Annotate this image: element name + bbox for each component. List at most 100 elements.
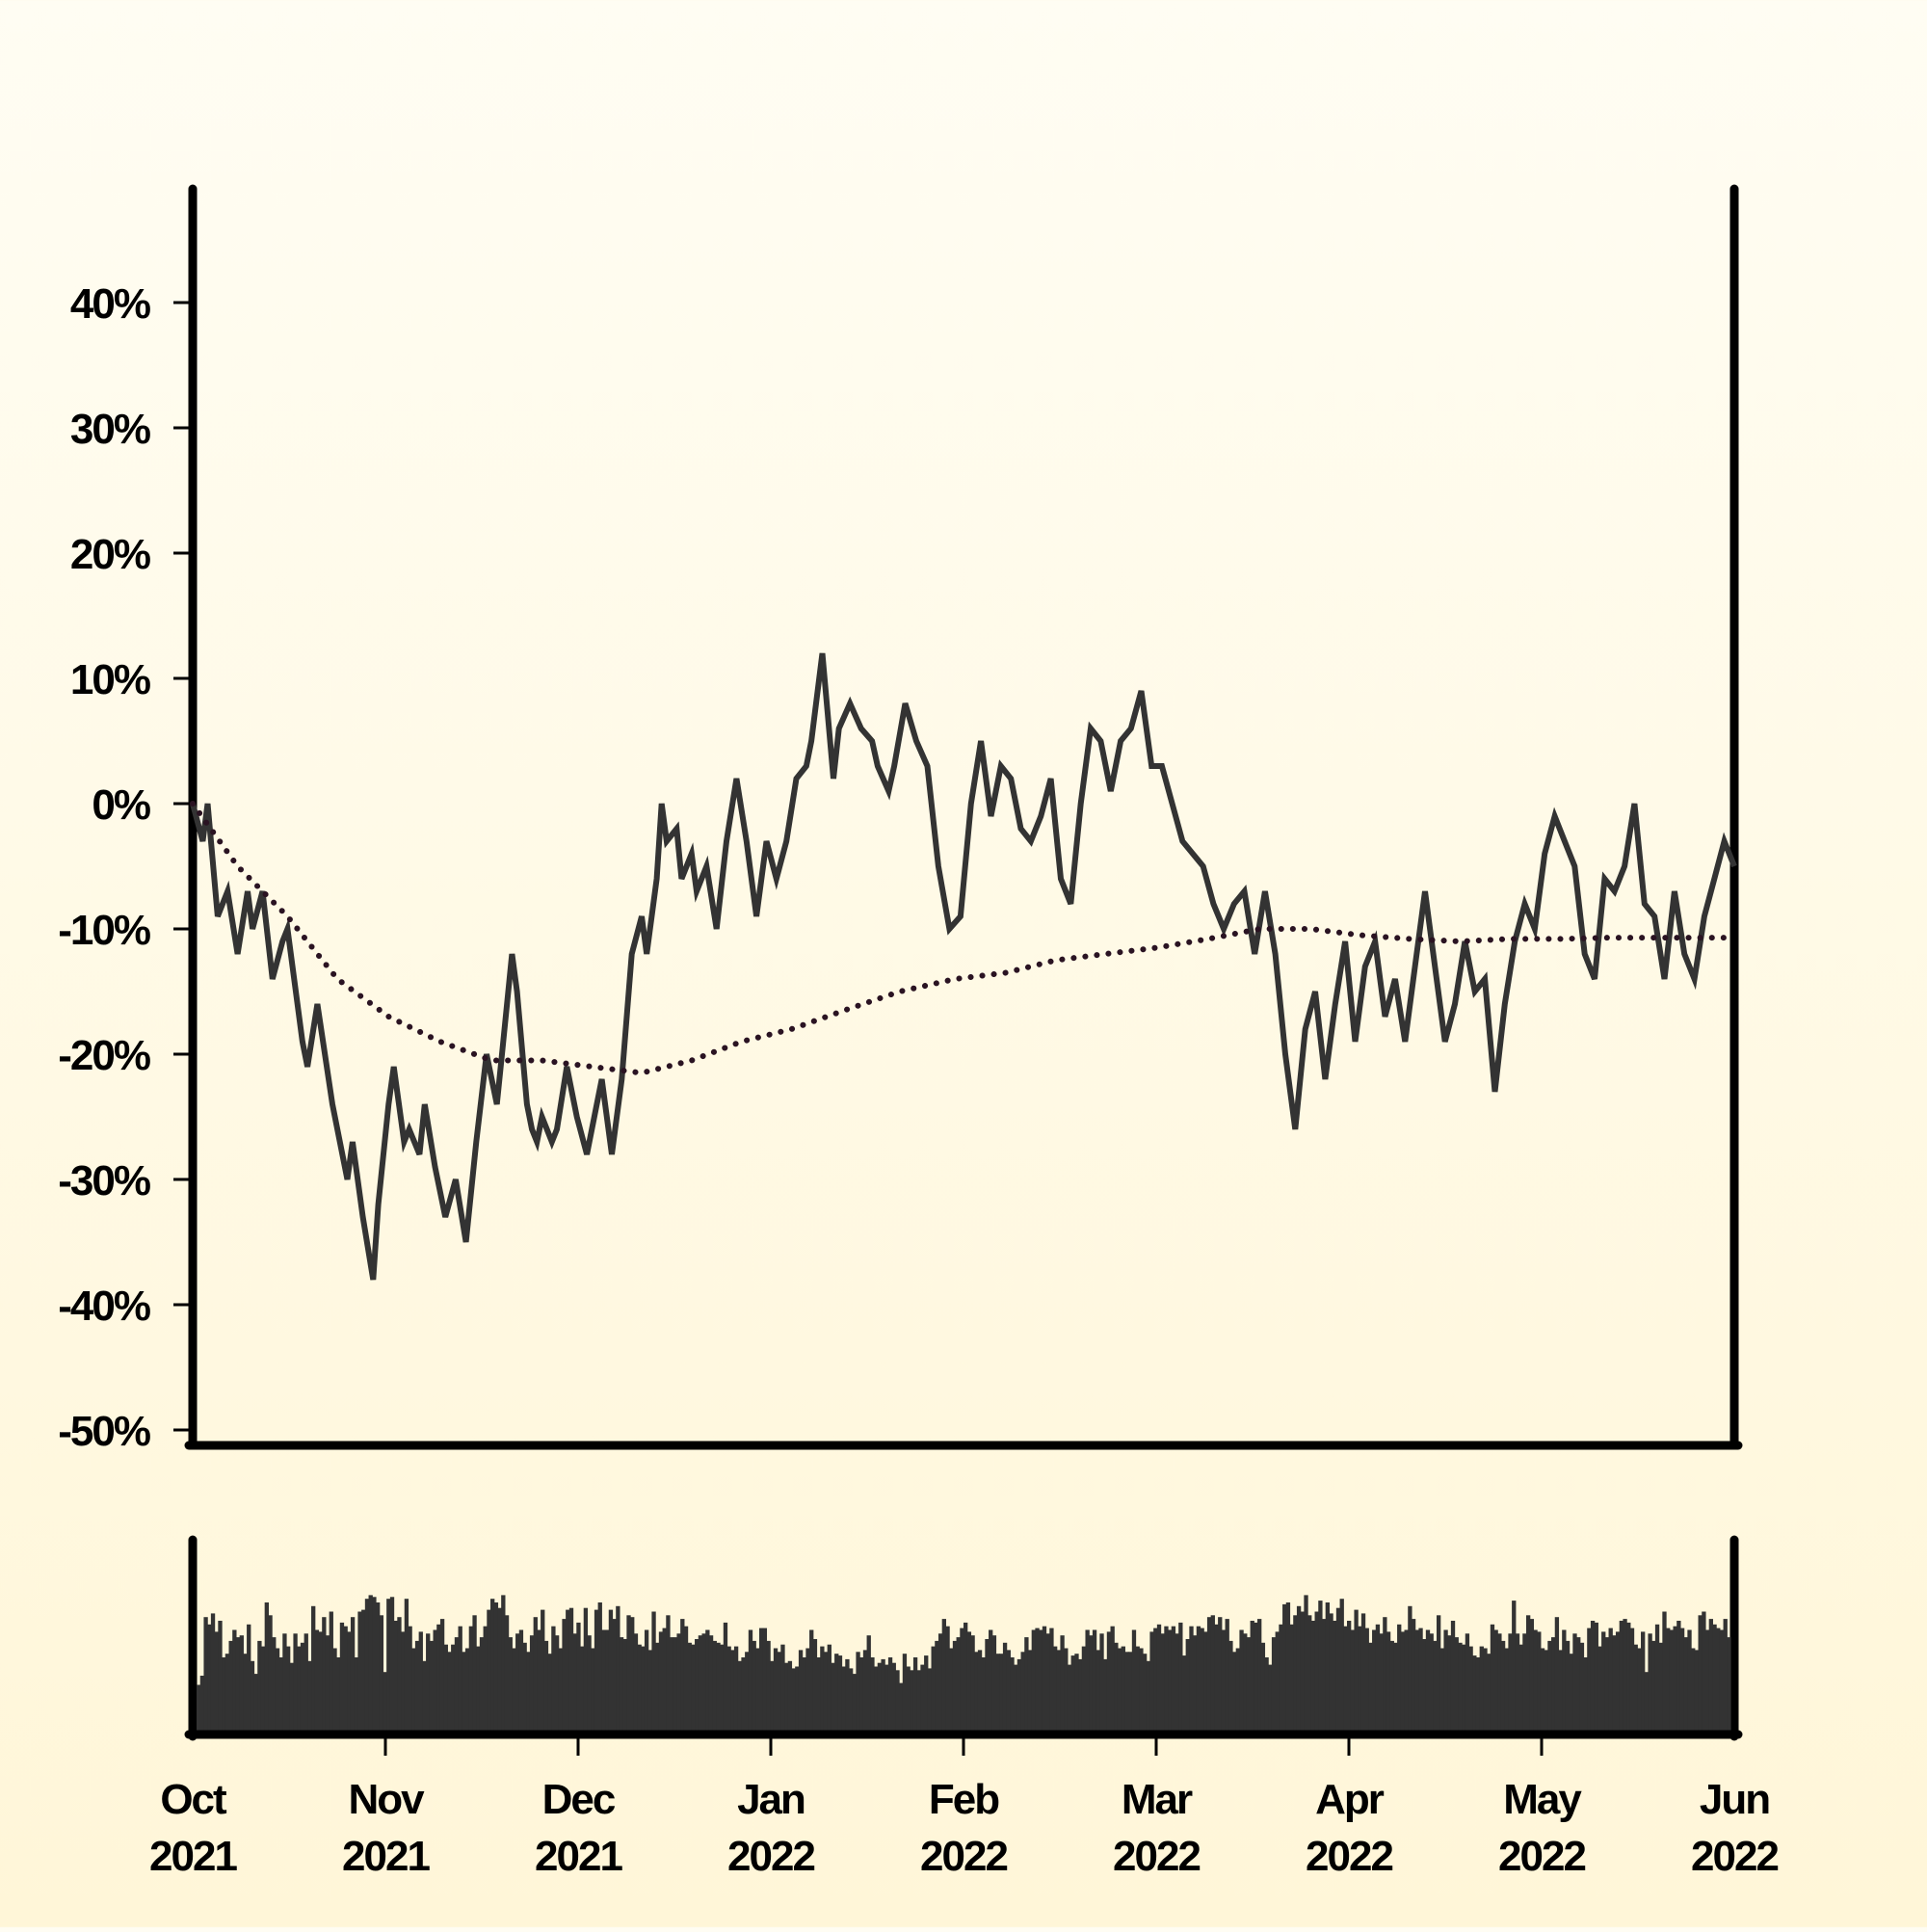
volume-bar (616, 1605, 620, 1731)
volume-bar (680, 1619, 685, 1731)
volume-bar (1648, 1633, 1652, 1731)
volume-bar (1282, 1603, 1287, 1731)
volume-bar (683, 1626, 689, 1731)
y-tick-label: -20% (58, 1032, 150, 1079)
volume-bar (899, 1682, 904, 1731)
volume-bar (304, 1633, 308, 1731)
volume-bar (239, 1635, 244, 1731)
y-tick-label: 0% (92, 781, 149, 829)
volume-bar (1597, 1646, 1602, 1731)
volume-bar (1422, 1639, 1427, 1731)
volume-bar (1149, 1631, 1154, 1731)
volume-bar (605, 1629, 610, 1731)
volume-bar (870, 1657, 875, 1731)
volume-bar (1279, 1624, 1283, 1731)
volume-bar (691, 1644, 696, 1731)
volume-bar (1128, 1652, 1133, 1731)
volume-bar (1064, 1648, 1069, 1731)
volume-bar (1114, 1642, 1119, 1731)
volume-bar (583, 1607, 589, 1731)
y-tick-label: 40% (70, 280, 150, 328)
volume-bar (820, 1646, 825, 1731)
volume-bar (981, 1657, 986, 1731)
volume-bar (647, 1650, 652, 1731)
volume-bar (383, 1672, 387, 1731)
volume-bar (1708, 1619, 1713, 1731)
volume-bar (1508, 1633, 1513, 1731)
volume-bar (504, 1615, 510, 1731)
volume-bar (347, 1631, 352, 1731)
volume-bar (1196, 1626, 1201, 1731)
volume-bar (1193, 1635, 1198, 1731)
volume-bar (1052, 1646, 1058, 1731)
volume-bar (856, 1652, 860, 1731)
volume-bar (1608, 1628, 1613, 1731)
y-tick-label: -50% (58, 1408, 150, 1455)
volume-bar (426, 1633, 431, 1731)
volume-bar (1231, 1652, 1237, 1731)
moving-average-line (190, 801, 1737, 1076)
volume-bar (1716, 1628, 1721, 1731)
volume-bar (1676, 1621, 1681, 1731)
volume-bar (995, 1654, 1000, 1731)
volume-bar (658, 1631, 664, 1731)
y-tick-label: 20% (70, 531, 150, 578)
volume-bar (949, 1648, 954, 1731)
volume-bar (1411, 1619, 1416, 1731)
volume-bar (501, 1595, 506, 1731)
volume-bar (831, 1662, 835, 1731)
volume-bar (906, 1666, 911, 1731)
volume-bar (228, 1640, 233, 1731)
volume-bar (472, 1615, 477, 1731)
volume-bar (651, 1611, 656, 1731)
volume-bar (1604, 1637, 1610, 1731)
volume-bar (859, 1657, 864, 1731)
volume-bar (1250, 1621, 1254, 1731)
volume-bar (1483, 1648, 1488, 1731)
volume-bar (730, 1650, 735, 1731)
x-tick-label-month: Jan (737, 1776, 805, 1823)
volume-bar (1683, 1637, 1688, 1731)
volume-bar (891, 1662, 896, 1731)
volume-bar (752, 1640, 756, 1731)
volume-bar (1590, 1621, 1596, 1731)
volume-bar (1214, 1624, 1219, 1731)
volume-bar (1386, 1631, 1391, 1731)
volume-bar (798, 1650, 804, 1731)
volume-bar (1669, 1629, 1675, 1731)
x-tick-label-month: May (1503, 1776, 1582, 1823)
volume-bar (329, 1611, 333, 1731)
volume-bar (712, 1640, 717, 1731)
volume-bar (401, 1631, 406, 1731)
volume-bar (1103, 1658, 1108, 1731)
volume-bar (1181, 1655, 1187, 1731)
volume-bar (551, 1626, 556, 1731)
volume-bar (780, 1644, 785, 1731)
volume-bar (354, 1657, 358, 1731)
volume-bar (841, 1666, 846, 1731)
volume-bar (512, 1648, 516, 1731)
volume-bar (791, 1668, 796, 1731)
x-tick-label-year: 2022 (1113, 1833, 1200, 1880)
volume-bar (1117, 1648, 1122, 1731)
volume-bar (1329, 1613, 1333, 1731)
volume-bar (1493, 1629, 1498, 1731)
volume-bar (770, 1660, 775, 1731)
volume-bar (379, 1615, 384, 1731)
volume-bar (1572, 1633, 1577, 1731)
volume-bar (1304, 1595, 1308, 1731)
volume-bar (1723, 1619, 1728, 1731)
volume-bar (554, 1635, 560, 1731)
volume-bar (1472, 1655, 1477, 1731)
volume-bar (476, 1646, 481, 1731)
volume-bar (1662, 1611, 1667, 1731)
volume-bar (784, 1662, 789, 1731)
volume-bar (1020, 1652, 1025, 1731)
volume-bar (243, 1654, 248, 1731)
volume-bar (1070, 1655, 1075, 1731)
volume-bar (1558, 1650, 1563, 1731)
volume-bar (1010, 1657, 1015, 1731)
volume-bar (558, 1648, 563, 1731)
volume-bar (232, 1629, 237, 1731)
